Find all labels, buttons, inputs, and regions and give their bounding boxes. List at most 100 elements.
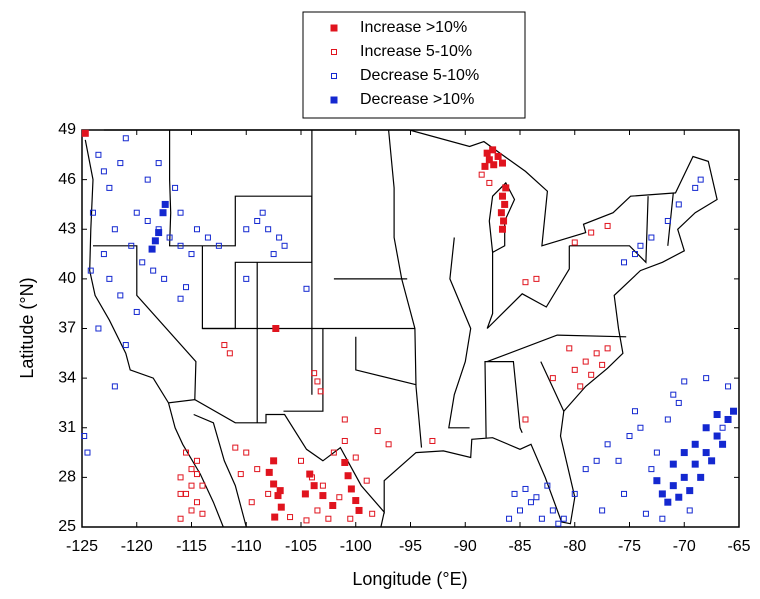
point	[522, 485, 529, 492]
legend-marker	[331, 73, 337, 79]
point	[276, 234, 283, 241]
point	[670, 391, 677, 398]
point	[177, 490, 184, 497]
y-tick-label: 28	[58, 469, 76, 486]
point	[341, 458, 349, 466]
point	[161, 200, 169, 208]
point	[429, 437, 436, 444]
point	[675, 493, 683, 501]
y-tick-label: 37	[58, 320, 76, 337]
legend-label: Increase >10%	[360, 19, 467, 36]
point	[648, 466, 655, 473]
y-tick-label: 43	[58, 220, 76, 237]
point	[347, 515, 354, 522]
point	[122, 342, 129, 349]
point	[122, 135, 129, 142]
point	[325, 515, 332, 522]
point	[148, 245, 156, 253]
point	[259, 209, 266, 216]
point	[341, 416, 348, 423]
boundary	[93, 245, 197, 400]
point	[653, 477, 661, 485]
point	[599, 507, 606, 514]
point	[117, 292, 124, 299]
point	[344, 472, 352, 480]
point	[571, 239, 578, 246]
point	[664, 416, 671, 423]
point	[188, 507, 195, 514]
point	[254, 466, 261, 473]
point	[303, 517, 310, 524]
point	[724, 415, 732, 423]
point	[385, 441, 392, 448]
point	[719, 440, 727, 448]
boundary	[380, 511, 385, 528]
point	[691, 460, 699, 468]
point	[615, 457, 622, 464]
point	[221, 342, 228, 349]
point	[719, 424, 726, 431]
point	[106, 275, 113, 282]
x-tick-label: -65	[727, 538, 750, 555]
y-tick-label: 46	[58, 171, 76, 188]
point	[566, 345, 573, 352]
point	[183, 284, 190, 291]
point	[117, 160, 124, 167]
y-tick-label: 31	[58, 419, 76, 436]
point	[691, 440, 699, 448]
point	[159, 209, 167, 217]
point	[199, 510, 206, 517]
y-axis-label: Latitude (°N)	[17, 277, 37, 378]
point	[243, 226, 250, 233]
point	[481, 162, 489, 170]
point	[193, 471, 200, 478]
legend-label: Decrease 5-10%	[360, 67, 479, 84]
point	[95, 325, 102, 332]
point	[686, 487, 694, 495]
point	[329, 501, 337, 509]
point	[277, 503, 285, 511]
legend-marker	[331, 49, 337, 55]
point	[155, 160, 162, 167]
point	[336, 494, 343, 501]
point	[265, 468, 273, 476]
point	[161, 275, 168, 282]
point	[708, 457, 716, 465]
point	[577, 383, 584, 390]
point	[81, 433, 88, 440]
point	[150, 267, 157, 274]
point	[544, 482, 551, 489]
point	[311, 370, 318, 377]
point	[692, 184, 699, 191]
point	[341, 437, 348, 444]
point	[713, 432, 721, 440]
point	[702, 424, 710, 432]
point	[100, 251, 107, 258]
point	[604, 222, 611, 229]
point	[527, 499, 534, 506]
point	[265, 490, 272, 497]
x-tick-label: -115	[176, 538, 207, 555]
point	[588, 229, 595, 236]
point	[355, 506, 363, 514]
point	[215, 242, 222, 249]
point	[271, 513, 279, 521]
point	[265, 226, 272, 233]
point	[298, 457, 304, 464]
point	[653, 449, 660, 456]
boundary	[388, 129, 423, 448]
point	[686, 507, 693, 514]
boundary	[569, 196, 649, 264]
point	[172, 184, 179, 191]
x-tick-label: -105	[285, 538, 317, 555]
point	[642, 510, 649, 517]
point	[352, 454, 359, 461]
point	[139, 259, 146, 266]
x-tick-label: -120	[121, 538, 153, 555]
point	[522, 416, 529, 423]
legend-label: Increase 5-10%	[360, 43, 472, 60]
point	[697, 473, 705, 481]
boundary	[167, 402, 224, 528]
point	[111, 383, 118, 390]
point	[501, 200, 509, 208]
